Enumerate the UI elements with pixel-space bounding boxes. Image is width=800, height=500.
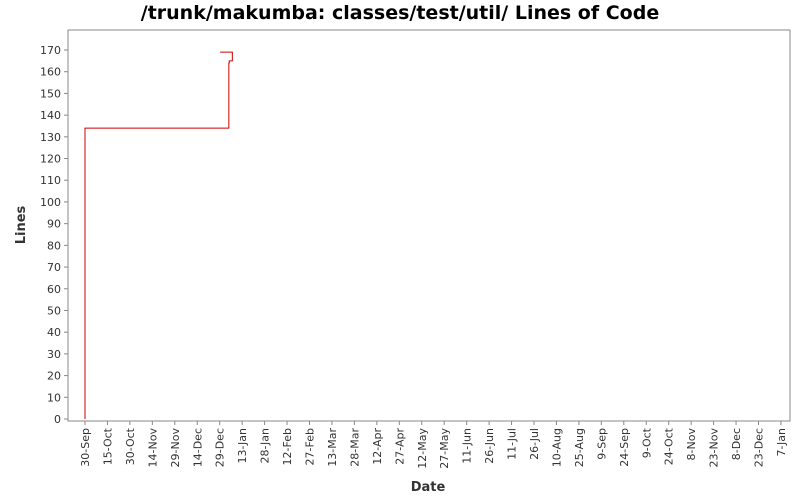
x-tick-label: 30-Oct: [124, 427, 137, 465]
x-tick-label: 14-Dec: [191, 428, 204, 467]
plot-area: [67, 29, 791, 422]
x-tick-label: 11-Jul: [506, 428, 519, 460]
x-tick-label: 29-Dec: [214, 428, 227, 467]
y-tick-label: 140: [40, 109, 61, 122]
y-tick-label: 120: [40, 153, 61, 166]
x-tick-label: 13-Mar: [326, 428, 339, 467]
x-tick-label: 29-Nov: [169, 428, 182, 468]
x-tick-label: 24-Sep: [618, 428, 631, 467]
x-axis-label: Date: [411, 480, 446, 495]
x-tick-label: 23-Dec: [753, 428, 766, 467]
x-tick-label: 9-Oct: [640, 427, 653, 458]
y-axis: 0 10 20 30 40 50 60 70 80 90 100 110 120 130 140 150 160…: [40, 44, 68, 426]
x-tick-label: 13-Jan: [236, 428, 249, 464]
x-axis: 30-Sep 15-Oct 30-Oct 14-Nov 29-Nov 14-Dec 29-D…: [79, 421, 788, 469]
x-tick-label: 28-Mar: [348, 428, 361, 467]
y-tick-label: 20: [47, 370, 61, 383]
y-tick-label: 150: [40, 87, 61, 100]
x-tick-label: 30-Sep: [79, 428, 92, 467]
y-tick-label: 0: [54, 413, 61, 426]
y-tick-label: 10: [47, 391, 61, 404]
x-tick-label: 24-Oct: [663, 427, 676, 465]
x-tick-label: 12-Apr: [371, 428, 384, 465]
y-tick-label: 160: [40, 66, 61, 79]
y-tick-label: 50: [47, 304, 61, 317]
series-line: [84, 51, 233, 419]
x-tick-label: 23-Nov: [708, 428, 721, 468]
y-tick-label: 90: [47, 218, 61, 231]
y-tick-label: 70: [47, 261, 61, 274]
y-tick-label: 60: [47, 283, 61, 296]
y-tick-label: 110: [40, 174, 61, 187]
x-tick-label: 8-Dec: [730, 428, 743, 460]
y-tick-label: 170: [40, 44, 61, 57]
x-tick-label: 26-Jul: [528, 428, 541, 460]
x-tick-label: 8-Nov: [685, 428, 698, 461]
y-tick-label: 30: [47, 348, 61, 361]
x-tick-label: 7-Jan: [775, 428, 788, 457]
x-tick-label: 10-Aug: [550, 428, 563, 467]
y-tick-label: 100: [40, 196, 61, 209]
chart-title: /trunk/makumba: classes/test/util/ Lines…: [140, 2, 660, 24]
x-tick-label: 12-May: [416, 428, 429, 469]
x-tick-label: 14-Nov: [146, 428, 159, 468]
y-tick-label: 40: [47, 326, 61, 339]
x-tick-label: 11-Jun: [461, 428, 474, 464]
x-tick-label: 27-Feb: [304, 428, 317, 465]
y-tick-label: 130: [40, 131, 61, 144]
x-tick-label: 27-Apr: [393, 428, 406, 465]
x-tick-label: 15-Oct: [101, 427, 114, 465]
y-tick-label: 80: [47, 239, 61, 252]
x-tick-label: 27-May: [438, 428, 451, 469]
x-tick-label: 28-Jan: [259, 428, 272, 464]
x-tick-label: 12-Feb: [281, 428, 294, 465]
x-tick-label: 26-Jun: [483, 428, 496, 464]
x-tick-label: 9-Sep: [595, 428, 608, 460]
y-axis-label: Lines: [14, 205, 29, 244]
x-tick-label: 25-Aug: [573, 428, 586, 467]
